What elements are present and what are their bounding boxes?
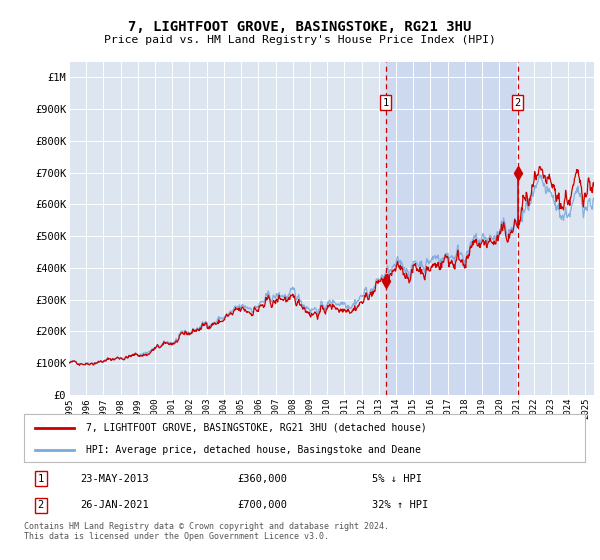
Text: £360,000: £360,000 bbox=[237, 474, 287, 484]
Text: 32% ↑ HPI: 32% ↑ HPI bbox=[372, 500, 428, 510]
Text: 7, LIGHTFOOT GROVE, BASINGSTOKE, RG21 3HU (detached house): 7, LIGHTFOOT GROVE, BASINGSTOKE, RG21 3H… bbox=[86, 423, 427, 433]
Text: 1: 1 bbox=[38, 474, 44, 484]
Text: 5% ↓ HPI: 5% ↓ HPI bbox=[372, 474, 422, 484]
Text: 23-MAY-2013: 23-MAY-2013 bbox=[80, 474, 149, 484]
Text: 2: 2 bbox=[515, 98, 521, 108]
Bar bbox=[386, 62, 518, 395]
Text: Price paid vs. HM Land Registry's House Price Index (HPI): Price paid vs. HM Land Registry's House … bbox=[104, 35, 496, 45]
Text: 1: 1 bbox=[382, 98, 389, 108]
Text: 7, LIGHTFOOT GROVE, BASINGSTOKE, RG21 3HU: 7, LIGHTFOOT GROVE, BASINGSTOKE, RG21 3H… bbox=[128, 20, 472, 34]
Text: 2: 2 bbox=[38, 500, 44, 510]
Text: Contains HM Land Registry data © Crown copyright and database right 2024.
This d: Contains HM Land Registry data © Crown c… bbox=[24, 522, 389, 542]
Text: £700,000: £700,000 bbox=[237, 500, 287, 510]
Text: HPI: Average price, detached house, Basingstoke and Deane: HPI: Average price, detached house, Basi… bbox=[86, 445, 421, 455]
Text: 26-JAN-2021: 26-JAN-2021 bbox=[80, 500, 149, 510]
